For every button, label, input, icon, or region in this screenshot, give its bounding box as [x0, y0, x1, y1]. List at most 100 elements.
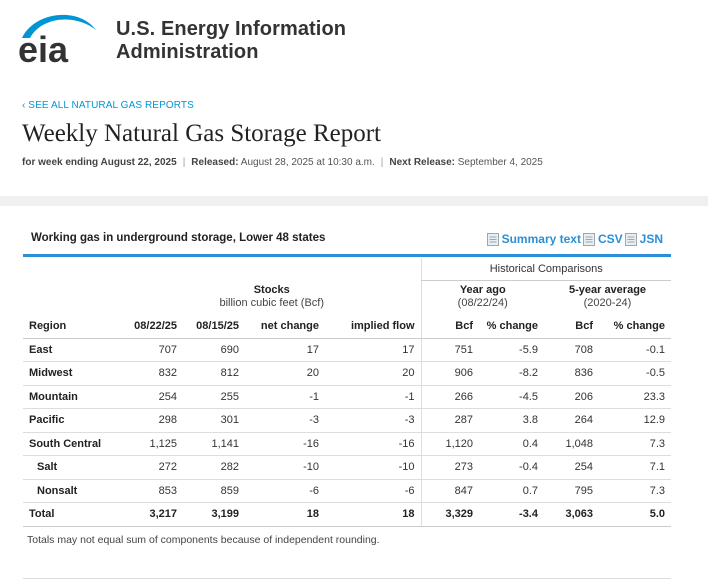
- stocks-subtitle: billion cubic feet (Bcf): [219, 297, 325, 309]
- value-cell: 301: [183, 408, 245, 433]
- value-cell: 206: [544, 385, 599, 409]
- value-cell: -16: [245, 432, 325, 456]
- stocks-group-header: Stocks billion cubic feet (Bcf): [123, 280, 421, 314]
- week-ending: for week ending August 22, 2025: [22, 157, 177, 168]
- col-header-current-week: 08/22/25: [123, 314, 183, 339]
- table-row: Nonsalt 853 859 -6 -6 847 0.7 795 7.3: [23, 479, 671, 503]
- col-header-region: Region: [23, 314, 123, 339]
- meta-separator: |: [182, 157, 186, 168]
- region-cell: Nonsalt: [23, 479, 123, 503]
- value-cell: -8.2: [479, 361, 544, 386]
- col-header-implied-flow: implied flow: [325, 314, 421, 339]
- value-cell: -0.1: [599, 338, 671, 362]
- storage-table: Historical Comparisons Stocks billion cub…: [23, 258, 671, 527]
- document-icon: [486, 232, 499, 246]
- logo-text: eia: [18, 29, 69, 66]
- table-row: East 707 690 17 17 751 -5.9 708 -0.1: [23, 338, 671, 362]
- table-row: Mountain 254 255 -1 -1 266 -4.5 206 23.3: [23, 385, 671, 409]
- value-cell: -6: [325, 479, 421, 503]
- year-ago-group-header: Year ago (08/22/24): [420, 280, 544, 314]
- eia-logo[interactable]: eia: [16, 8, 100, 66]
- value-cell: -3.4: [479, 502, 544, 527]
- value-cell: -6: [245, 479, 325, 503]
- value-cell: 906: [420, 361, 479, 386]
- region-cell: Pacific: [23, 408, 123, 433]
- value-cell: 3,199: [183, 502, 245, 527]
- value-cell: 0.7: [479, 479, 544, 503]
- year-ago-title: Year ago: [459, 284, 506, 297]
- org-name-line-1: U.S. Energy Information: [116, 18, 347, 40]
- value-cell: 3,217: [123, 502, 183, 527]
- value-cell: 273: [420, 455, 479, 480]
- value-cell: 853: [123, 479, 183, 503]
- value-cell: 7.1: [599, 455, 671, 480]
- json-link[interactable]: JSN: [624, 232, 663, 246]
- value-cell: -0.4: [479, 455, 544, 480]
- region-cell: Total: [23, 502, 123, 527]
- historical-comparisons-header: Historical Comparisons: [420, 258, 671, 281]
- value-cell: -16: [325, 432, 421, 456]
- value-cell: 836: [544, 361, 599, 386]
- site-header: eia U.S. Energy Information Administrati…: [0, 0, 708, 90]
- value-cell: -3: [325, 408, 421, 433]
- value-cell: -5.9: [479, 338, 544, 362]
- header-spacer: [23, 280, 123, 314]
- value-cell: 0.4: [479, 432, 544, 456]
- meta-separator: |: [380, 157, 384, 168]
- region-cell: Midwest: [23, 361, 123, 386]
- five-year-group-header: 5-year average (2020-24): [544, 280, 671, 314]
- org-name-line-2: Administration: [116, 41, 259, 63]
- download-links: Summary text CSV JSN: [485, 232, 663, 246]
- summary-text-label: Summary text: [501, 232, 581, 246]
- next-release-label: Next Release:: [389, 157, 455, 168]
- value-cell: 12.9: [599, 408, 671, 433]
- page-title: Weekly Natural Gas Storage Report: [22, 120, 381, 147]
- value-cell: 832: [123, 361, 183, 386]
- report-meta: for week ending August 22, 2025 | Released…: [22, 157, 543, 168]
- org-name: U.S. Energy Information Administration: [116, 18, 346, 64]
- value-cell: -3: [245, 408, 325, 433]
- value-cell: 3,329: [420, 502, 479, 527]
- table-top-rule: [23, 254, 671, 257]
- value-cell: 23.3: [599, 385, 671, 409]
- value-cell: 1,120: [420, 432, 479, 456]
- value-cell: 847: [420, 479, 479, 503]
- table-row: Salt 272 282 -10 -10 273 -0.4 254 7.1: [23, 455, 671, 480]
- value-cell: 795: [544, 479, 599, 503]
- value-cell: 282: [183, 455, 245, 480]
- stocks-title: Stocks: [253, 284, 290, 296]
- value-cell: 20: [325, 361, 421, 386]
- released-label: Released:: [191, 157, 239, 168]
- document-icon: [624, 232, 637, 246]
- region-cell: Salt: [23, 455, 123, 480]
- released-date: August 28, 2025 at 10:30 a.m.: [240, 157, 375, 168]
- total-row: Total 3,217 3,199 18 18 3,329 -3.4 3,063…: [23, 502, 671, 527]
- csv-link[interactable]: CSV: [582, 232, 623, 246]
- value-cell: 7.3: [599, 432, 671, 456]
- col-header-year-ago-bcf: Bcf: [420, 314, 479, 339]
- value-cell: 287: [420, 408, 479, 433]
- value-cell: 17: [245, 338, 325, 362]
- value-cell: 264: [544, 408, 599, 433]
- column-header-row: Region 08/22/25 08/15/25 net change impl…: [23, 314, 671, 339]
- col-header-five-year-bcf: Bcf: [544, 314, 599, 339]
- value-cell: 18: [325, 502, 421, 527]
- value-cell: -10: [325, 455, 421, 480]
- col-header-prior-week: 08/15/25: [183, 314, 245, 339]
- value-cell: 859: [183, 479, 245, 503]
- summary-text-link[interactable]: Summary text: [486, 232, 581, 246]
- value-cell: 1,048: [544, 432, 599, 456]
- value-cell: 751: [420, 338, 479, 362]
- value-cell: -1: [245, 385, 325, 409]
- section-divider: [0, 196, 708, 206]
- value-cell: -10: [245, 455, 325, 480]
- col-header-net-change: net change: [245, 314, 325, 339]
- value-cell: -0.5: [599, 361, 671, 386]
- table-caption: Working gas in underground storage, Lowe…: [31, 232, 326, 244]
- see-all-reports-link[interactable]: ‹ SEE ALL NATURAL GAS REPORTS: [22, 100, 194, 111]
- value-cell: 254: [544, 455, 599, 480]
- value-cell: 1,141: [183, 432, 245, 456]
- document-icon: [582, 232, 595, 246]
- value-cell: 7.3: [599, 479, 671, 503]
- value-cell: 3.8: [479, 408, 544, 433]
